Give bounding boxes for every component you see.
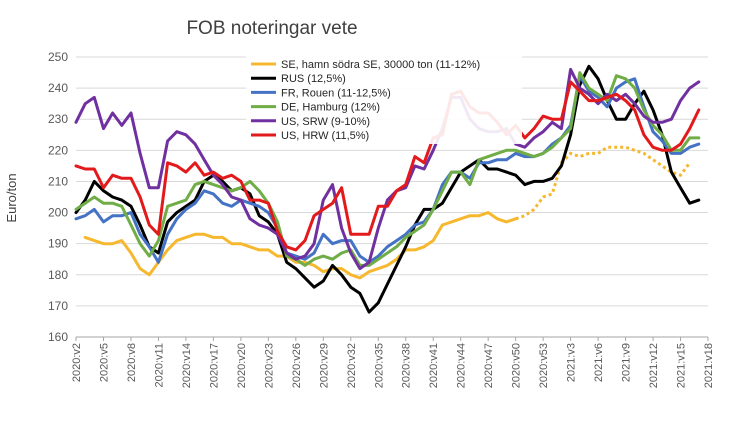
x-tick-label: 2021:v3 [566,343,578,382]
y-tick-label: 160 [48,330,68,344]
series-line [74,80,701,252]
x-tick-label: 2020:v2 [71,343,83,382]
series-line [74,71,701,267]
legend-entry: US, HRW (11,5%) [281,130,369,142]
legend-entry: US, SRW (9-10%) [281,116,370,128]
y-tick-label: 220 [48,143,68,157]
series-5 [74,80,701,252]
series-lines [74,64,701,314]
x-axis-ticks: 2020:v2 2020:v5 2020:v8 2020:v11 2020:v14 202… [71,337,715,388]
x-tick-label: 2020:v5 [98,343,110,382]
series-1 [74,64,701,314]
x-tick-label: 2020:v14 [181,343,193,388]
x-tick-label: 2020:v32 [346,343,358,388]
legend-entry: RUS (12,5%) [281,73,346,85]
x-tick-label: 2020:v20 [236,343,248,388]
series-2 [74,74,701,264]
legend-entry: DE, Hamburg (12%) [281,102,380,114]
x-tick-label: 2020:v50 [511,343,523,388]
x-tick-label: 2021:v6 [593,343,605,382]
x-tick-label: 2020:v44 [456,343,468,388]
legend: SE, hamn södra SE, 30000 ton (11-12%) RUS… [246,54,522,144]
x-tick-label: 2020:v8 [126,343,138,382]
x-tick-label: 2020:v41 [428,343,440,388]
series-3 [74,71,701,267]
x-tick-label: 2020:v53 [538,343,550,388]
x-tick-label: 2021:v9 [621,343,633,382]
x-tick-label: 2021:v18 [703,343,715,388]
data-point [688,161,691,164]
x-tick-label: 2020:v35 [373,343,385,388]
x-tick-label: 2020:v47 [483,343,495,388]
legend-entry: SE, hamn södra SE, 30000 ton (11-12%) [281,59,480,71]
x-tick-label: 2021:v15 [676,343,688,388]
y-tick-label: 240 [48,81,68,95]
chart-title: FOB noteringar vete [186,18,357,39]
series-line [74,64,701,314]
x-tick-label: 2020:v17 [208,343,220,388]
series-line-dashed [515,145,691,221]
y-tick-label: 200 [48,206,68,220]
y-tick-label: 210 [48,174,68,188]
series-line [74,74,701,264]
y-tick-label: 250 [48,50,68,64]
x-tick-label: 2020:v29 [318,343,330,388]
x-tick-label: 2021:v12 [648,343,660,388]
y-tick-label: 170 [48,299,68,313]
y-tick-label: 180 [48,268,68,282]
y-tick-label: 230 [48,112,68,126]
x-tick-label: 2020:v11 [153,343,165,387]
legend-box [246,54,522,144]
x-tick-label: 2020:v23 [263,343,275,388]
y-axis-ticks: 160 170 180 190 200 210 220 230 240 250 [48,50,68,344]
x-tick-label: 2020:v38 [401,343,413,388]
data-point [606,146,609,149]
y-tick-label: 190 [48,237,68,251]
y-axis-label: Euro/ton [4,173,19,222]
legend-entry: FR, Rouen (11-12,5%) [281,87,391,99]
x-tick-label: 2020:v26 [291,343,303,388]
